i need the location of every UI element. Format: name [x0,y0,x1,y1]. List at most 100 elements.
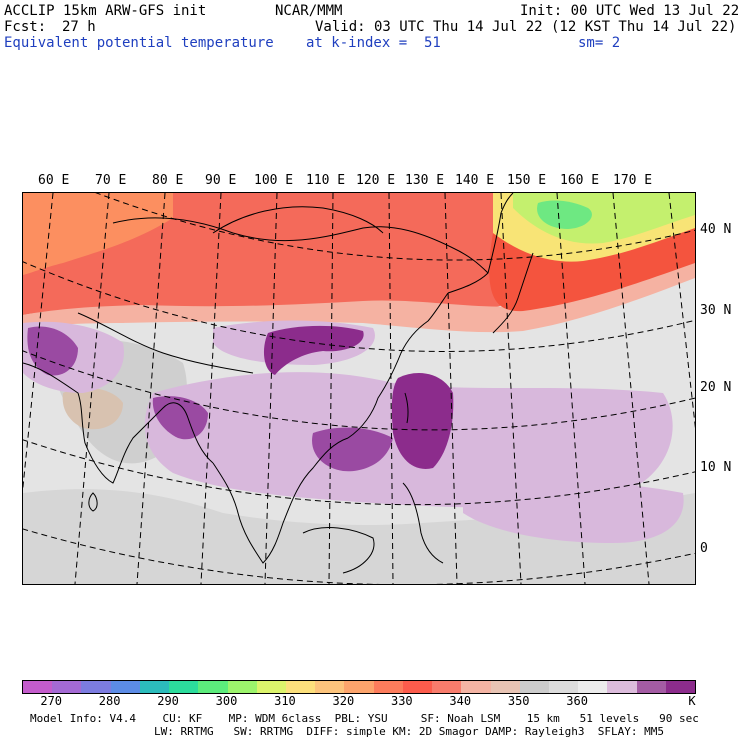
colorbar-swatch [227,681,257,693]
colorbar-label: 310 [274,694,296,708]
latitude-label: 30 N [700,303,732,318]
colorbar-swatch [52,681,82,693]
colorbar-swatch [548,681,579,693]
field-tan-sea [23,489,695,584]
field-purple-wpac [391,373,454,469]
colorbar-swatch [432,681,462,693]
colorbar-swatch [256,681,286,693]
colorbar-label: 280 [98,694,121,708]
field-tan-india [62,387,123,430]
longitude-label: 130 E [405,173,445,188]
lon-line-120e [388,193,394,584]
field-name: Equivalent potential temperature [4,35,274,51]
colorbar-swatch [344,681,374,693]
field-orange-nw [23,193,173,275]
lon-line-170e [668,193,695,429]
colorbar [22,680,696,694]
forecast-hour: 27 h [62,19,96,35]
model-title: ACCLIP 15km ARW-GFS init [4,3,207,19]
smoothing-value: sm= 2 [578,35,621,51]
init-time: Init: 00 UTC Wed 13 Jul 22 [520,3,740,19]
colorbar-swatch [373,681,403,693]
island-philippines [402,482,444,564]
longitude-label: 120 E [356,173,396,188]
colorbar-label: 320 [332,694,355,708]
lat-line-10n [23,439,695,506]
lon-line-150e [556,193,586,584]
lon-line-80e [136,193,166,584]
border-south-asia [77,312,254,374]
model-info-line1: Model Info: V4.4 CU: KF MP: WDM 6class P… [30,712,699,725]
colorbar-swatch [81,681,111,693]
longitude-label: 70 E [95,173,127,188]
island-taiwan [404,392,409,424]
coastline-indochina [212,437,349,564]
colorbar-label: 350 [507,694,530,708]
colorbar-label: 360 [566,694,588,708]
field-purple-bay [152,396,208,440]
longitude-label: 140 E [455,173,495,188]
lon-line-100e [264,193,278,584]
border-china-north [112,217,489,274]
colorbar-label: 300 [215,694,238,708]
coastline-korea-japan [447,193,514,294]
coastline-arabia-india [23,362,214,484]
latitude-label: 20 N [700,380,732,395]
longitude-label: 80 E [152,173,184,188]
longitude-label: 160 E [560,173,600,188]
lat-line-30n [23,261,695,352]
longitude-label: 60 E [38,173,70,188]
colorbar-swatch [285,681,316,693]
island-srilanka [88,492,98,512]
island-japan [492,252,534,334]
lon-line-140e [500,193,522,584]
longitude-label: 90 E [205,173,237,188]
longitude-label: 110 E [306,173,346,188]
colorbar-unit: K [688,694,696,708]
colorbar-swatch [519,681,549,693]
longitude-label: 170 E [613,173,653,188]
lon-line-160e [612,193,650,584]
model-info-line2: LW: RRTMG SW: RRTMG DIFF: simple KM: 2D … [154,725,664,738]
colorbar-swatch [578,681,608,693]
colorbar-label: 340 [449,694,472,708]
colorbar-swatch [110,681,140,693]
colorbar-swatch [315,681,345,693]
valid-time: Valid: 03 UTC Thu 14 Jul 22 (12 KST Thu … [315,19,737,35]
field-green-ne [537,200,592,229]
colorbar-label: 330 [390,694,413,708]
theta-e-map [23,193,695,584]
lon-line-130e [444,193,458,584]
lon-line-70e [74,193,110,584]
lon-line-90e [200,193,222,584]
map-panel [22,192,696,585]
colorbar-swatch [665,681,696,693]
colorbar-swatch [636,681,666,693]
lon-line-110e [328,193,334,584]
longitude-label: 100 E [254,173,294,188]
colorbar-swatch [461,681,491,693]
forecast-label: Fcst: [4,19,47,35]
colorbar-swatch [169,681,199,693]
lat-line-0 [23,528,695,584]
colorbar-label: 270 [40,694,63,708]
field-purple-scs [312,427,393,472]
longitude-label: 150 E [507,173,547,188]
field-purple-tibet [263,325,364,375]
colorbar-swatch [490,681,520,693]
latitude-label: 0 [700,541,708,556]
coastline-china [347,292,449,439]
colorbar-label: 290 [157,694,179,708]
lat-line-40n [95,193,695,261]
latitude-label: 40 N [700,222,732,237]
lon-line-60e [23,193,54,492]
level-index: at k-index = 51 [306,35,441,51]
org-label: NCAR/MMM [275,3,343,19]
field-purple-west [27,326,78,376]
border-mongolia [212,206,384,234]
colorbar-swatch [402,681,433,693]
colorbar-swatch [23,681,53,693]
colorbar-swatch [139,681,170,693]
island-borneo [302,527,375,574]
latitude-label: 10 N [700,460,732,475]
